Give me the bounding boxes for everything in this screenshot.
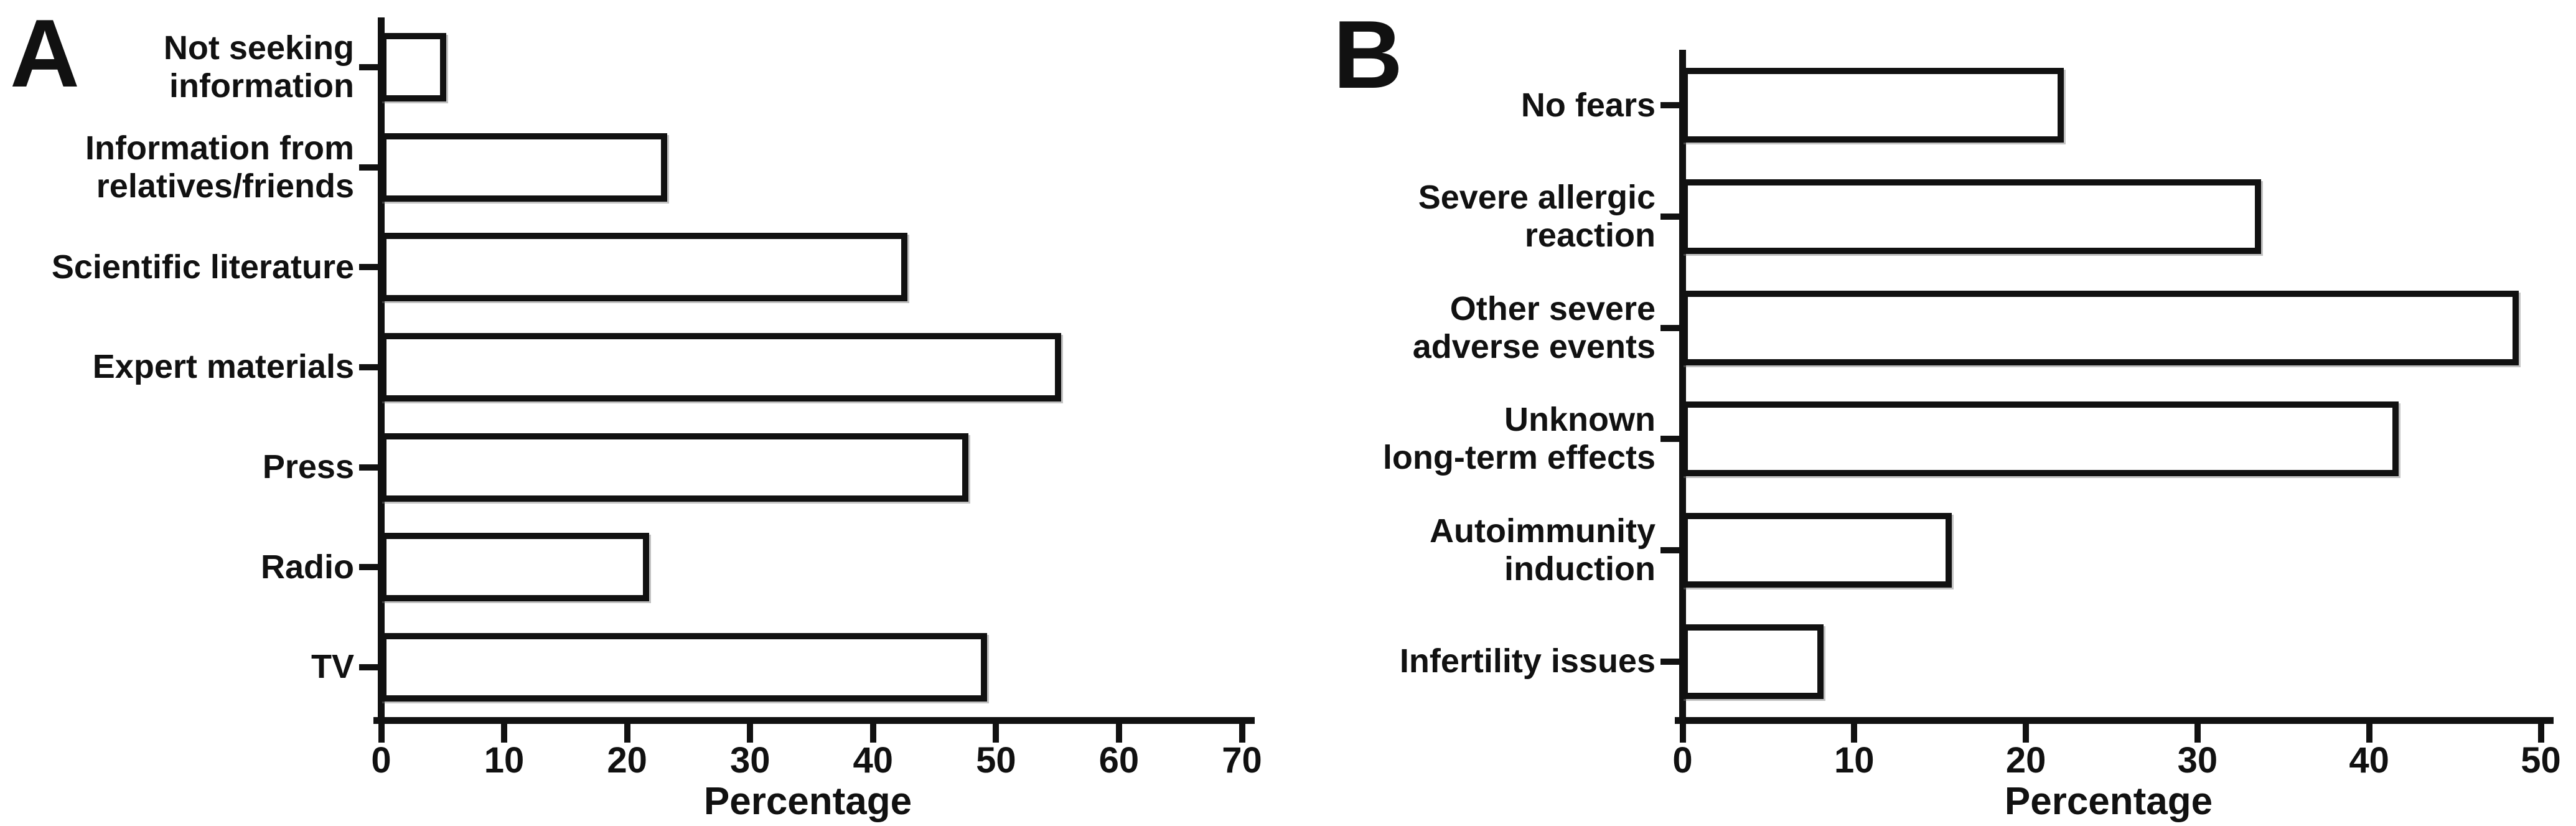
panel-a-category-label-4: Press xyxy=(262,448,354,486)
panel-a-x-tick-70 xyxy=(1239,724,1245,743)
panel-b-x-tick-label-0: 0 xyxy=(1672,740,1693,781)
panel-b-x-tick-50 xyxy=(2537,724,2544,743)
panel-a-x-axis-title: Percentage xyxy=(703,780,912,823)
panel-b-category-label-0: No fears xyxy=(1520,86,1656,124)
panel-a-x-tick-50 xyxy=(993,724,1000,743)
panel-a-category-label-6: TV xyxy=(311,648,354,686)
panel-b-x-tick-0 xyxy=(1679,724,1686,743)
panel-b-category-label-5: Infertility issues xyxy=(1399,642,1656,680)
panel-b-y-axis-line xyxy=(1679,50,1686,724)
panel-b-x-tick-label-30: 30 xyxy=(2177,740,2218,781)
panel-a-x-tick-30 xyxy=(747,724,754,743)
panel-a-x-tick-label-40: 40 xyxy=(853,740,894,781)
panel-b-x-tick-label-50: 50 xyxy=(2521,740,2561,781)
panel-b-category-tick-0 xyxy=(1660,102,1679,109)
panel-b-category-label-1: Severe allergic reaction xyxy=(1418,178,1656,254)
panel-a-bar-1 xyxy=(380,133,668,202)
panel-a-category-label-3: Expert materials xyxy=(92,348,354,386)
panel-a-x-tick-label-60: 60 xyxy=(1098,740,1140,781)
panel-b-category-label-3: Unknown long-term effects xyxy=(1382,401,1656,477)
panel-b-category-label-4: Autoimmunity induction xyxy=(1430,512,1656,588)
panel-b-bar-0 xyxy=(1682,68,2064,143)
panel-a-x-tick-0 xyxy=(378,724,385,743)
panel-a-x-tick-60 xyxy=(1115,724,1122,743)
panel-a-category-tick-5 xyxy=(359,564,378,571)
panel-b-category-tick-2 xyxy=(1660,324,1679,331)
panel-b-x-tick-20 xyxy=(2023,724,2030,743)
panel-b-x-tick-40 xyxy=(2366,724,2372,743)
panel-a-bar-6 xyxy=(380,632,988,702)
panel-b-letter: B xyxy=(1333,1,1403,108)
panel-b-x-tick-label-10: 10 xyxy=(1834,740,1875,781)
panel-b-category-tick-4 xyxy=(1660,547,1679,553)
panel-a-x-tick-label-70: 70 xyxy=(1222,740,1262,781)
panel-b-bar-5 xyxy=(1682,624,1824,699)
panel-b-category-tick-3 xyxy=(1660,436,1679,443)
panel-b-x-axis-line xyxy=(1675,717,2554,724)
panel-b-x-axis-title: Percentage xyxy=(2004,780,2213,823)
panel-a-bar-2 xyxy=(380,233,907,302)
panel-b-x-tick-label-40: 40 xyxy=(2349,740,2389,781)
panel-a-category-label-1: Information from relatives/friends xyxy=(85,129,354,205)
panel-a-x-tick-label-0: 0 xyxy=(371,740,391,781)
panel-a-category-label-0: Not seeking information xyxy=(163,29,354,105)
panel-a-category-tick-0 xyxy=(359,64,378,71)
panel-b-bar-1 xyxy=(1682,179,2261,254)
panel-b-bar-3 xyxy=(1682,401,2399,477)
panel-a-category-tick-4 xyxy=(359,464,378,471)
panel-a-x-tick-label-30: 30 xyxy=(729,740,770,781)
panel-a-category-label-5: Radio xyxy=(260,548,354,586)
panel-b-bar-2 xyxy=(1682,290,2519,365)
panel-a-x-tick-label-20: 20 xyxy=(607,740,647,781)
panel-a-x-tick-label-50: 50 xyxy=(976,740,1016,781)
panel-a-x-tick-20 xyxy=(624,724,630,743)
panel-a-bar-0 xyxy=(380,33,446,102)
panel-b-category-label-2: Other severe adverse events xyxy=(1412,289,1656,365)
panel-a-bar-4 xyxy=(380,433,969,502)
panel-a-category-tick-6 xyxy=(359,664,378,670)
panel-a-x-tick-10 xyxy=(501,724,508,743)
panel-a-category-tick-3 xyxy=(359,364,378,370)
panel-b-x-tick-30 xyxy=(2194,724,2201,743)
panel-a-bar-5 xyxy=(380,533,649,602)
panel-a-x-tick-40 xyxy=(869,724,876,743)
panel-b-category-tick-1 xyxy=(1660,214,1679,220)
panel-b-category-tick-5 xyxy=(1660,658,1679,665)
panel-b-x-tick-10 xyxy=(1851,724,1858,743)
panel-b-x-tick-label-20: 20 xyxy=(2005,740,2046,781)
panel-a-x-tick-label-10: 10 xyxy=(484,740,525,781)
panel-a-letter: A xyxy=(10,0,80,107)
panel-a-bar-3 xyxy=(380,333,1061,401)
panel-a-category-label-2: Scientific literature xyxy=(51,248,354,286)
panel-a-category-tick-2 xyxy=(359,264,378,271)
panel-a-x-axis-line xyxy=(373,717,1255,724)
panel-a-category-tick-1 xyxy=(359,164,378,171)
panel-b-bar-4 xyxy=(1682,513,1952,588)
